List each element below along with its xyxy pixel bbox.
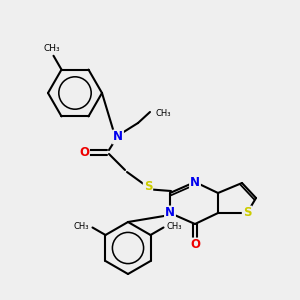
Text: N: N xyxy=(165,206,175,220)
Text: CH₃: CH₃ xyxy=(74,222,89,231)
Text: O: O xyxy=(190,238,200,251)
Text: S: S xyxy=(243,206,251,220)
Text: N: N xyxy=(190,176,200,188)
Text: O: O xyxy=(79,146,89,158)
Text: CH₃: CH₃ xyxy=(155,109,170,118)
Text: CH₃: CH₃ xyxy=(43,44,60,53)
Text: N: N xyxy=(113,130,123,143)
Text: CH₃: CH₃ xyxy=(167,222,182,231)
Text: S: S xyxy=(144,181,152,194)
